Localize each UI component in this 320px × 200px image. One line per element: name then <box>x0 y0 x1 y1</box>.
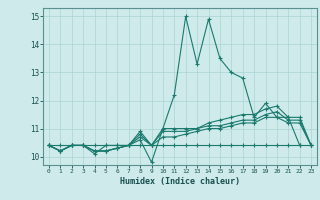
X-axis label: Humidex (Indice chaleur): Humidex (Indice chaleur) <box>120 177 240 186</box>
